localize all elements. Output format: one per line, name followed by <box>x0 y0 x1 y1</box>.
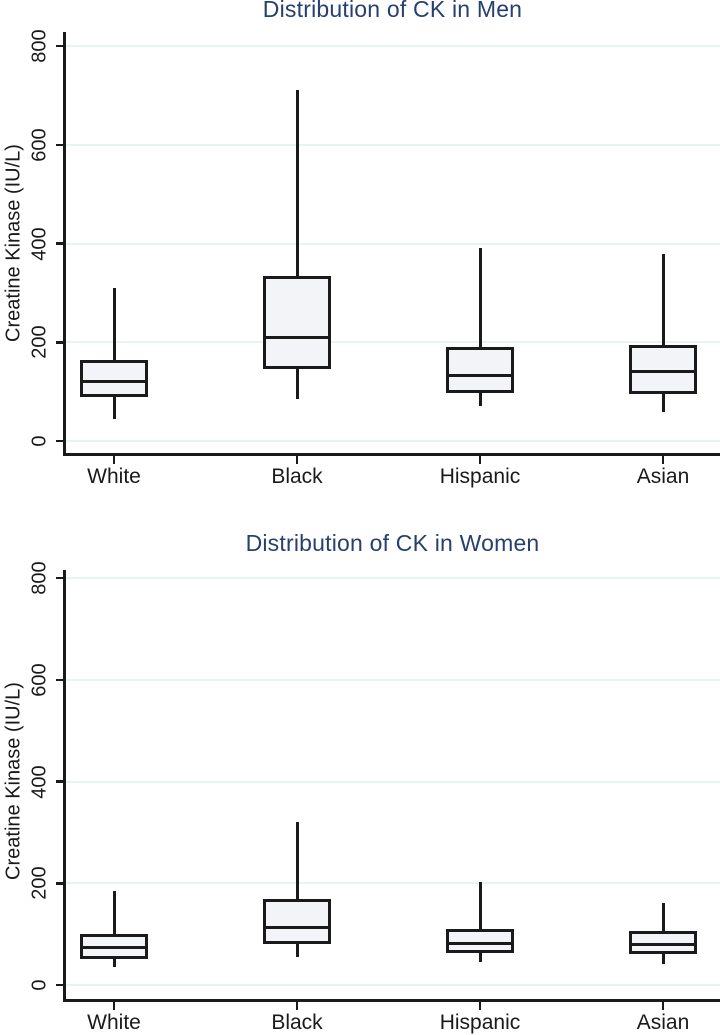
lower-whisker-black <box>295 369 299 400</box>
y-tick-600 <box>56 678 64 681</box>
box-hispanic <box>446 929 514 954</box>
lower-whisker-asian <box>661 393 665 413</box>
x-tick-label-asian: Asian <box>636 1011 690 1034</box>
gridline-800 <box>66 577 720 579</box>
gridline-800 <box>66 45 720 47</box>
median-line-asian <box>629 942 697 946</box>
chart-title-men: Distribution of CK in Men <box>262 0 523 22</box>
lower-whisker-white <box>112 958 116 968</box>
x-tick-black <box>295 1002 299 1010</box>
upper-whisker-hispanic <box>478 248 482 348</box>
median-line-black <box>263 335 331 339</box>
plot-area-women <box>65 570 720 999</box>
upper-whisker-asian <box>661 254 665 345</box>
y-axis-line <box>63 32 66 455</box>
y-tick-label-400: 400 <box>28 226 51 261</box>
median-line-white <box>80 380 148 384</box>
y-tick-200 <box>56 882 64 885</box>
x-tick-label-hispanic: Hispanic <box>439 1011 521 1034</box>
box-black <box>263 898 331 945</box>
gridline-600 <box>66 678 720 681</box>
gridline-400 <box>66 242 720 245</box>
x-axis-line <box>63 453 720 456</box>
chart-men: Distribution of CK in Men Creatine Kinas… <box>0 0 720 517</box>
y-tick-800 <box>56 576 64 580</box>
x-tick-label-black: Black <box>271 465 323 488</box>
x-tick-label-white: White <box>87 1011 141 1034</box>
gridline-400 <box>66 780 720 783</box>
x-tick-white <box>112 456 116 464</box>
y-tick-0 <box>56 983 64 987</box>
x-axis-line <box>63 999 720 1002</box>
upper-whisker-white <box>112 287 116 360</box>
lower-whisker-asian <box>661 954 665 964</box>
box-black <box>263 275 331 370</box>
x-tick-white <box>112 1002 116 1010</box>
median-line-asian <box>629 370 697 374</box>
box-asian <box>629 344 697 394</box>
x-tick-hispanic <box>478 456 482 464</box>
y-tick-label-600: 600 <box>28 128 51 162</box>
y-tick-800 <box>56 44 64 48</box>
x-tick-hispanic <box>478 1002 482 1010</box>
gridline-200 <box>66 341 720 344</box>
y-tick-200 <box>56 341 64 344</box>
y-tick-label-0: 0 <box>28 435 51 447</box>
x-tick-label-white: White <box>87 465 141 488</box>
y-tick-400 <box>56 780 64 783</box>
x-tick-black <box>295 456 299 464</box>
box-hispanic <box>446 347 514 394</box>
y-tick-label-800: 800 <box>28 561 51 595</box>
box-asian <box>629 930 697 955</box>
gridline-200 <box>66 882 720 885</box>
median-line-hispanic <box>446 941 514 945</box>
x-tick-label-hispanic: Hispanic <box>439 465 521 488</box>
chart-women: Distribution of CK in Women Creatine Kin… <box>0 517 720 1034</box>
median-line-black <box>263 926 331 929</box>
gridline-600 <box>66 143 720 146</box>
x-tick-asian <box>661 456 665 464</box>
chart-title-women: Distribution of CK in Women <box>245 530 540 556</box>
upper-whisker-hispanic <box>478 881 482 930</box>
y-axis-title-women: Creatine Kinase (IU/L) <box>2 682 25 880</box>
y-tick-400 <box>56 242 64 245</box>
median-line-white <box>80 945 148 949</box>
y-tick-label-0: 0 <box>28 979 51 991</box>
y-tick-label-200: 200 <box>28 866 51 900</box>
y-axis-title-men: Creatine Kinase (IU/L) <box>2 144 25 342</box>
gridline-0 <box>66 440 720 442</box>
gridline-0 <box>66 984 720 986</box>
lower-whisker-hispanic <box>478 953 482 963</box>
y-tick-label-800: 800 <box>28 29 51 63</box>
upper-whisker-black <box>295 822 299 899</box>
median-line-hispanic <box>446 373 514 377</box>
upper-whisker-black <box>295 90 299 276</box>
lower-whisker-black <box>295 944 299 958</box>
y-axis-line <box>63 570 66 1001</box>
x-tick-asian <box>661 1002 665 1010</box>
y-tick-label-600: 600 <box>28 663 51 697</box>
y-tick-0 <box>56 439 64 443</box>
upper-whisker-white <box>112 890 116 935</box>
y-tick-600 <box>56 143 64 146</box>
x-tick-label-black: Black <box>271 1011 323 1034</box>
box-white <box>80 359 148 397</box>
x-tick-label-asian: Asian <box>636 465 690 488</box>
plot-area-men <box>65 32 720 453</box>
lower-whisker-hispanic <box>478 393 482 407</box>
lower-whisker-white <box>112 396 116 419</box>
upper-whisker-asian <box>661 902 665 931</box>
y-tick-label-200: 200 <box>28 325 51 359</box>
y-tick-label-400: 400 <box>28 764 51 799</box>
